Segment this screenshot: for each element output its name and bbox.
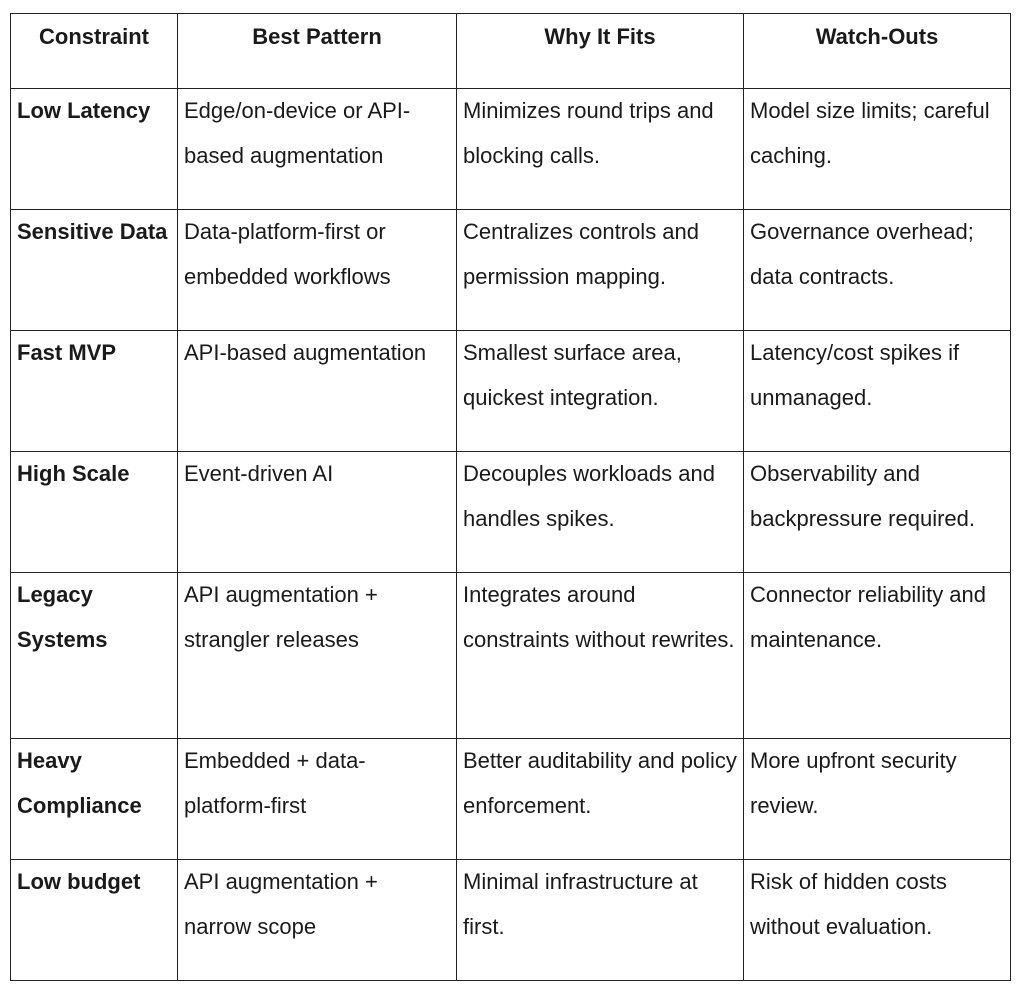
- pattern-cell: API-based augmentation: [177, 330, 457, 452]
- table-row: Legacy Systems API augmentation + strang…: [10, 572, 1011, 739]
- constraint-cell: High Scale: [10, 451, 178, 573]
- watch-cell: Risk of hidden costs without evaluation.: [743, 859, 1011, 981]
- pattern-cell: API augmentation + narrow scope: [177, 859, 457, 981]
- constraint-cell: Low budget: [10, 859, 178, 981]
- watch-cell: Governance overhead; data contracts.: [743, 209, 1011, 331]
- constraint-cell: Legacy Systems: [10, 572, 178, 739]
- watch-cell: More upfront security review.: [743, 738, 1011, 860]
- table-row: Heavy Compliance Embedded + data-platfor…: [10, 738, 1011, 860]
- table-row: Low budget API augmentation + narrow sco…: [10, 859, 1011, 981]
- why-cell: Minimizes round trips and blocking calls…: [456, 88, 744, 210]
- watch-cell: Latency/cost spikes if unmanaged.: [743, 330, 1011, 452]
- why-cell: Integrates around constraints without re…: [456, 572, 744, 739]
- pattern-cell: Embedded + data-platform-first: [177, 738, 457, 860]
- constraint-cell: Sensitive Data: [10, 209, 178, 331]
- why-cell: Centralizes controls and permission mapp…: [456, 209, 744, 331]
- table-row: Fast MVP API-based augmentation Smallest…: [10, 330, 1011, 452]
- why-cell: Smallest surface area, quickest integrat…: [456, 330, 744, 452]
- table-row: Sensitive Data Data-platform-first or em…: [10, 209, 1011, 331]
- header-constraint: Constraint: [10, 13, 178, 89]
- table-row: High Scale Event-driven AI Decouples wor…: [10, 451, 1011, 573]
- why-cell: Better auditability and policy enforceme…: [456, 738, 744, 860]
- why-cell: Decouples workloads and handles spikes.: [456, 451, 744, 573]
- header-watch-outs: Watch-Outs: [743, 13, 1011, 89]
- watch-cell: Observability and backpressure required.: [743, 451, 1011, 573]
- header-row: Constraint Best Pattern Why It Fits Watc…: [10, 13, 1011, 89]
- constraint-pattern-table: Constraint Best Pattern Why It Fits Watc…: [10, 13, 1011, 981]
- header-why-it-fits: Why It Fits: [456, 13, 744, 89]
- why-cell: Minimal infrastructure at first.: [456, 859, 744, 981]
- pattern-cell: Event-driven AI: [177, 451, 457, 573]
- watch-cell: Model size limits; careful caching.: [743, 88, 1011, 210]
- constraint-cell: Heavy Compliance: [10, 738, 178, 860]
- table-body: Low Latency Edge/on-device or API-based …: [10, 88, 1011, 981]
- table-header: Constraint Best Pattern Why It Fits Watc…: [10, 13, 1011, 89]
- pattern-cell: API augmentation + strangler releases: [177, 572, 457, 739]
- header-best-pattern: Best Pattern: [177, 13, 457, 89]
- table-row: Low Latency Edge/on-device or API-based …: [10, 88, 1011, 210]
- constraint-cell: Fast MVP: [10, 330, 178, 452]
- pattern-cell: Edge/on-device or API-based augmentation: [177, 88, 457, 210]
- pattern-cell: Data-platform-first or embedded workflow…: [177, 209, 457, 331]
- constraint-cell: Low Latency: [10, 88, 178, 210]
- watch-cell: Connector reliability and maintenance.: [743, 572, 1011, 739]
